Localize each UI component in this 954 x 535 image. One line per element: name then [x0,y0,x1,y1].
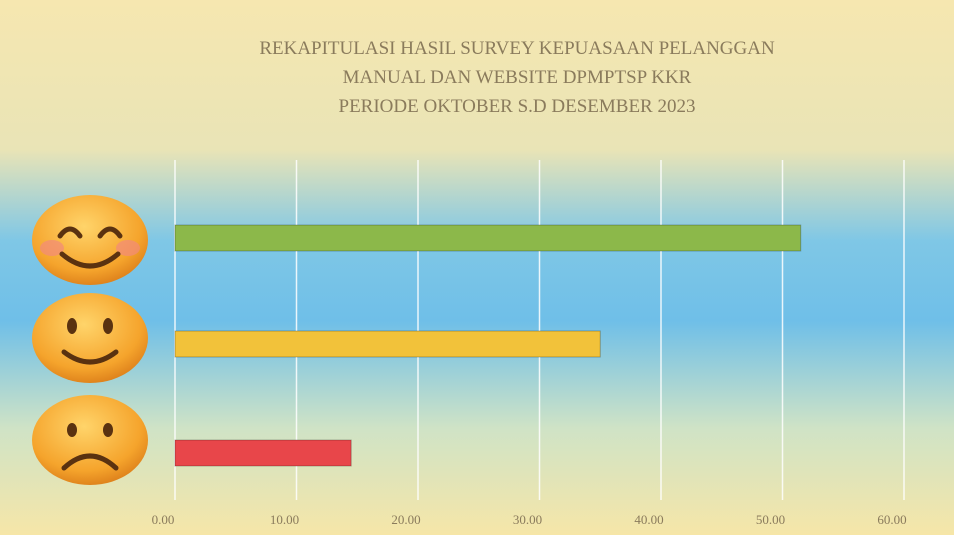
x-tick-label: 30.00 [513,512,542,527]
sad-face [32,395,148,485]
neutral-face [32,293,148,383]
chart-title: REKAPITULASI HASIL SURVEY KEPUASAAN PELA… [259,38,775,59]
chart-title: PERIODE OKTOBER S.D DESEMBER 2023 [339,96,696,117]
x-tick-label: 20.00 [391,512,420,527]
faces [32,195,148,485]
happy-face [32,195,148,285]
bar [174,330,601,358]
x-tick-label: 40.00 [634,512,663,527]
chart-title: MANUAL DAN WEBSITE DPMPTSP KKR [343,67,692,88]
x-tick-label: 10.00 [270,512,299,527]
x-tick-label: 0.00 [152,512,175,527]
x-tick-label: 50.00 [756,512,785,527]
bar [174,439,352,467]
bar [174,224,802,252]
x-tick-label: 60.00 [877,512,906,527]
